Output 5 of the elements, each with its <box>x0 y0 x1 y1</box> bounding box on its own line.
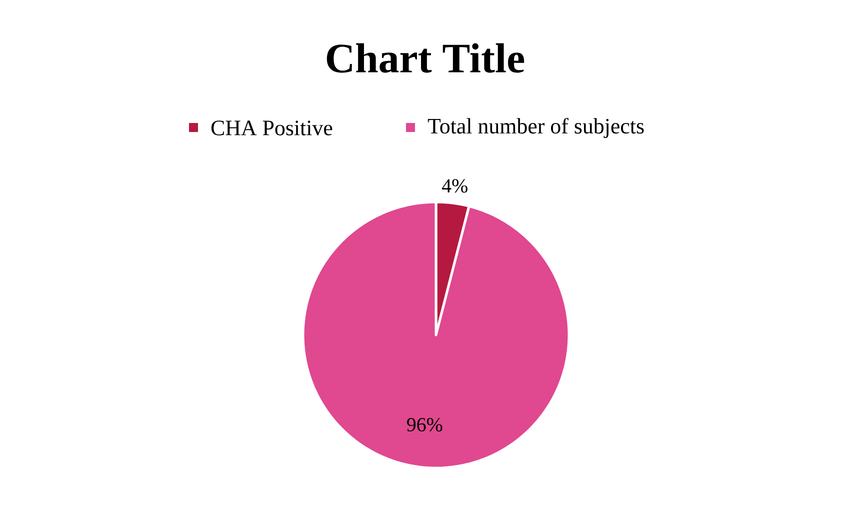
legend-label: Total number of subjects <box>428 118 644 138</box>
legend-label: CHA Positive <box>211 120 332 136</box>
data-label: 4% <box>442 179 468 193</box>
chart-title: Chart Title <box>326 43 524 73</box>
data-label: 96% <box>407 418 442 432</box>
